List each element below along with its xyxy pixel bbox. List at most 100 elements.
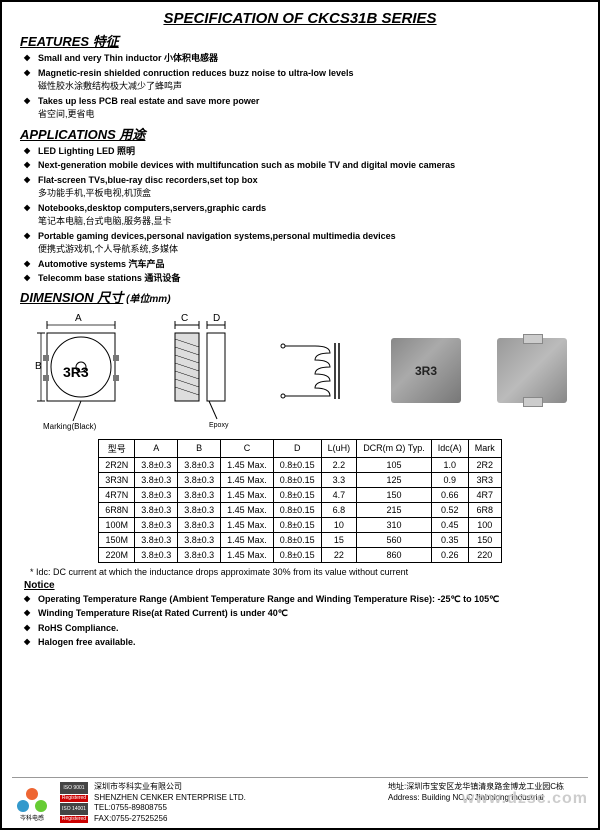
spec-table: 型号ABCDL(uH)DCR(m Ω) Typ.Idc(A)Mark 2R2N3… — [98, 439, 502, 563]
list-item: Halogen free available. — [24, 636, 580, 650]
table-cell: 2R2 — [468, 457, 501, 472]
svg-text:岑科电感: 岑科电感 — [20, 814, 44, 822]
table-cell: 15 — [321, 532, 357, 547]
applications-head: APPLICATIONS 用途 — [20, 124, 580, 143]
table-cell: 220 — [468, 547, 501, 562]
table-cell: 100M — [99, 517, 135, 532]
company-cn: 深圳市岑科实业有限公司 — [94, 782, 388, 792]
table-cell: 3.8±0.3 — [135, 472, 178, 487]
iso-badges: ISO 9001 Registered ISO 14001 Registered — [60, 782, 88, 823]
table-cell: 10 — [321, 517, 357, 532]
table-header: 型号 — [99, 439, 135, 457]
table-cell: 0.9 — [431, 472, 468, 487]
table-cell: 6R8 — [468, 502, 501, 517]
svg-text:Epoxy: Epoxy — [209, 422, 229, 429]
table-row: 2R2N3.8±0.33.8±0.31.45 Max.0.8±0.152.210… — [99, 457, 502, 472]
table-header: DCR(m Ω) Typ. — [357, 439, 432, 457]
list-item: Notebooks,desktop computers,servers,grap… — [24, 202, 580, 229]
svg-text:D: D — [213, 313, 220, 324]
table-cell: 105 — [357, 457, 432, 472]
table-header: L(uH) — [321, 439, 357, 457]
registered-badge-1: Registered — [60, 795, 88, 802]
table-header: C — [221, 439, 274, 457]
table-cell: 0.52 — [431, 502, 468, 517]
idc-note: * Idc: DC current at which the inductanc… — [30, 567, 580, 577]
svg-text:C: C — [181, 313, 188, 324]
table-cell: 3.8±0.3 — [178, 532, 221, 547]
applications-list: LED Lighting LED 照明Next-generation mobil… — [20, 145, 580, 286]
table-cell: 3.8±0.3 — [178, 517, 221, 532]
logo-icon: 岑科电感 — [12, 782, 52, 822]
table-cell: 1.45 Max. — [221, 487, 274, 502]
list-item: Takes up less PCB real estate and save m… — [24, 95, 580, 122]
notice-head: Notice — [24, 580, 580, 591]
features-list: Small and very Thin inductor 小体积电感器Magne… — [20, 52, 580, 122]
list-item: RoHS Compliance. — [24, 622, 580, 636]
table-header: Mark — [468, 439, 501, 457]
list-item: Operating Temperature Range (Ambient Tem… — [24, 593, 580, 607]
company-tel: TEL:0755-89808755 — [94, 803, 388, 813]
table-cell: 310 — [357, 517, 432, 532]
watermark: www.dzsc.com — [462, 790, 588, 808]
table-cell: 3.8±0.3 — [135, 502, 178, 517]
photo-top: 3R3 — [391, 338, 461, 403]
table-cell: 215 — [357, 502, 432, 517]
table-cell: 150 — [468, 532, 501, 547]
table-cell: 3R3N — [99, 472, 135, 487]
dimension-head: DIMENSION 尺寸 (单位mm) — [20, 287, 580, 306]
page-title: SPECIFICATION OF CKCS31B SERIES — [20, 10, 580, 27]
table-cell: 22 — [321, 547, 357, 562]
table-cell: 3.8±0.3 — [135, 517, 178, 532]
table-cell: 3.8±0.3 — [135, 532, 178, 547]
table-row: 150M3.8±0.33.8±0.31.45 Max.0.8±0.1515560… — [99, 532, 502, 547]
table-cell: 0.8±0.15 — [273, 547, 321, 562]
diagram-side-view: C D Epoxy — [169, 311, 239, 431]
table-cell: 150M — [99, 532, 135, 547]
table-cell: 3.3 — [321, 472, 357, 487]
svg-text:A: A — [75, 313, 82, 324]
table-cell: 3.8±0.3 — [135, 487, 178, 502]
photo-bottom — [497, 338, 567, 403]
table-cell: 150 — [357, 487, 432, 502]
list-item: Small and very Thin inductor 小体积电感器 — [24, 52, 580, 66]
table-cell: 6.8 — [321, 502, 357, 517]
table-cell: 3R3 — [468, 472, 501, 487]
diagram-schematic — [275, 331, 355, 411]
table-cell: 220M — [99, 547, 135, 562]
table-cell: 3.8±0.3 — [135, 547, 178, 562]
list-item: Flat-screen TVs,blue-ray disc recorders,… — [24, 174, 580, 201]
table-cell: 4R7N — [99, 487, 135, 502]
table-cell: 3.8±0.3 — [135, 457, 178, 472]
table-header: A — [135, 439, 178, 457]
registered-badge-2: Registered — [60, 816, 88, 823]
table-cell: 0.45 — [431, 517, 468, 532]
table-cell: 2.2 — [321, 457, 357, 472]
table-row: 220M3.8±0.33.8±0.31.45 Max.0.8±0.1522860… — [99, 547, 502, 562]
table-cell: 560 — [357, 532, 432, 547]
table-cell: 1.45 Max. — [221, 457, 274, 472]
table-cell: 0.8±0.15 — [273, 472, 321, 487]
table-cell: 125 — [357, 472, 432, 487]
svg-text:3R3: 3R3 — [63, 364, 89, 380]
table-cell: 3.8±0.3 — [178, 502, 221, 517]
table-cell: 1.45 Max. — [221, 517, 274, 532]
notice-list: Operating Temperature Range (Ambient Tem… — [20, 593, 580, 650]
table-cell: 0.8±0.15 — [273, 532, 321, 547]
company-en: SHENZHEN CENKER ENTERPRISE LTD. — [94, 793, 388, 803]
diagram-top-view: A 3R3 B Marking(Black) — [33, 311, 133, 431]
list-item: Next-generation mobile devices with mult… — [24, 159, 580, 173]
table-header: Idc(A) — [431, 439, 468, 457]
company-fax: FAX:0755-27525256 — [94, 814, 388, 824]
table-cell: 3.8±0.3 — [178, 457, 221, 472]
dimension-head-text: DIMENSION 尺寸 — [20, 290, 123, 305]
table-cell: 100 — [468, 517, 501, 532]
table-cell: 3.8±0.3 — [178, 472, 221, 487]
table-row: 6R8N3.8±0.33.8±0.31.45 Max.0.8±0.156.821… — [99, 502, 502, 517]
iso9001-badge: ISO 9001 — [60, 782, 88, 794]
table-cell: 2R2N — [99, 457, 135, 472]
list-item: Portable gaming devices,personal navigat… — [24, 230, 580, 257]
dimension-unit: (单位mm) — [126, 294, 170, 305]
table-header: B — [178, 439, 221, 457]
table-cell: 0.66 — [431, 487, 468, 502]
table-cell: 0.8±0.15 — [273, 457, 321, 472]
